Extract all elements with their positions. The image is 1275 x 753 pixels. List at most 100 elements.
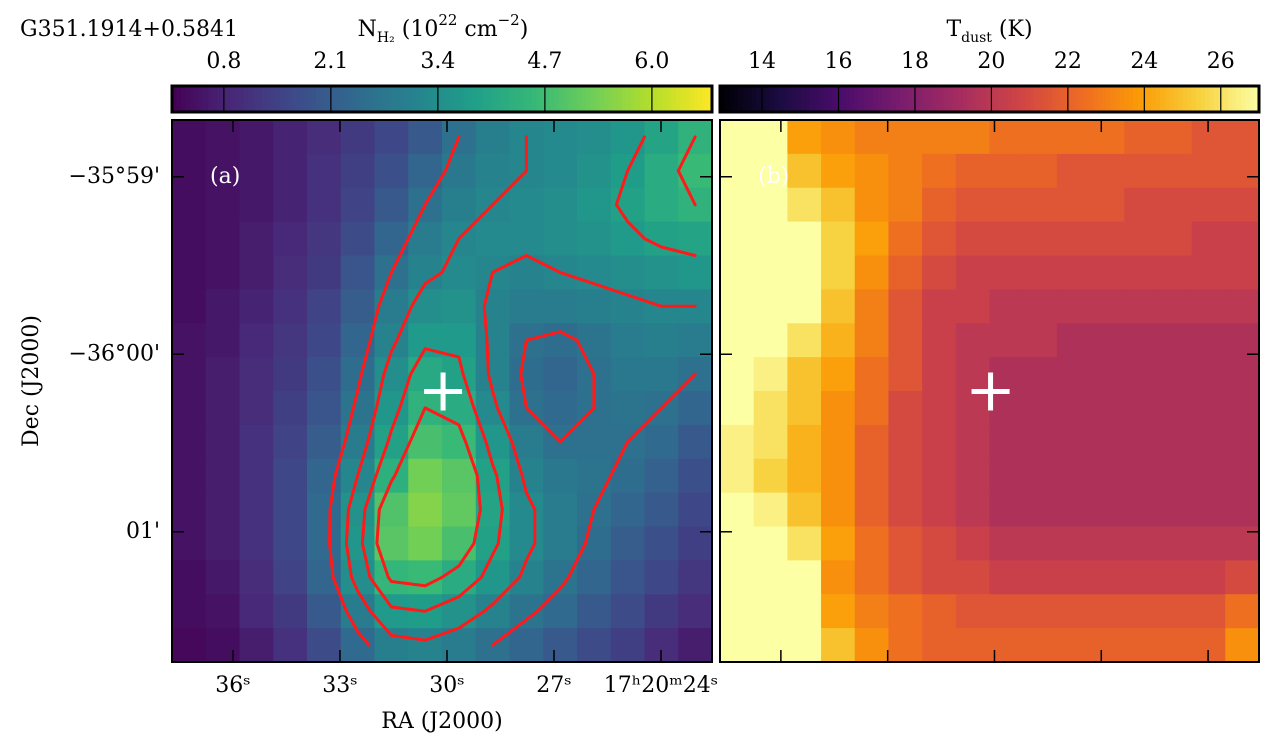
colorbar-step [266,86,272,112]
heatmap-cell [543,357,578,392]
colorbar-step [581,86,587,112]
heatmap-cell [307,526,342,561]
contour [360,135,697,613]
heatmap-cell [239,255,274,290]
colorbar-step [469,86,475,112]
colorbar-step [832,86,838,112]
colorbar-step [325,86,331,112]
heatmap-cell [720,357,755,392]
heatmap-cell [821,187,856,223]
colorbar-frame [718,84,1261,114]
heatmap-cell [888,120,923,155]
heatmap-cell [854,424,889,460]
heatmap-cell [1157,492,1193,527]
colorbar-step [841,86,847,112]
colorbar-step [532,86,538,112]
heatmap-cell [821,560,856,595]
heatmap-cell [787,628,822,663]
heatmap-cell [1056,628,1092,663]
heatmap-cell [678,492,713,527]
heatmap-cell [854,594,889,629]
colorbar-step [823,86,829,112]
contour [328,135,697,647]
heatmap-cell [678,391,713,426]
colorbar-step [1254,86,1260,112]
colorbar-step [1182,86,1188,112]
colorbar-step [944,86,950,112]
heatmap-cell [1191,391,1226,426]
colorbar-step [1061,86,1067,112]
colorbar-step [595,86,601,112]
colorbar-step [1092,86,1098,112]
heatmap-cell [1056,153,1092,189]
colorbar-step [872,86,878,112]
heatmap-cell [787,526,822,561]
heatmap-cell [340,391,375,426]
heatmap-cell [888,628,923,663]
heatmap-cell [307,357,342,392]
colorbar-step [347,86,353,112]
heatmap-cell [955,492,990,527]
heatmap-cell [720,187,755,223]
heatmap-cell [1023,187,1058,223]
colorbar-tick-label: 6.0 [634,49,669,74]
heatmap-cell [340,289,375,324]
colorbar-step [967,86,973,112]
heatmap-cell [205,391,240,426]
heatmap-cell [273,560,308,595]
colorbar-step [568,86,574,112]
colorbar-step [998,86,1004,112]
heatmap-cell [955,221,990,256]
heatmap-cell [1225,458,1260,494]
colorbar-label-part: −2 [498,11,520,29]
heatmap-cell [1124,391,1159,426]
heatmap-cell [610,628,645,663]
colorbar-step [415,86,421,112]
colorbar-step [809,86,815,112]
colorbar-step [455,86,461,112]
heatmap-cell [678,458,713,494]
heatmap-cell [1124,560,1159,595]
heatmap-cell [1191,187,1226,223]
colorbar-step [881,86,887,112]
heatmap-cell [1191,560,1226,595]
colorbar-step [329,86,335,112]
colorbar-step [1083,86,1089,112]
colorbar-step [1205,86,1211,112]
colorbar-step [1209,86,1215,112]
heatmap-cell [1124,221,1159,256]
heatmap-cell [821,391,856,426]
heatmap-cell [922,221,957,256]
heatmap-cell [1023,458,1058,494]
heatmap-cell [1225,120,1260,155]
heatmap-cell [678,560,713,595]
heatmap-cell [720,594,755,629]
colorbar-step [1164,86,1170,112]
colorbar-step [1124,86,1130,112]
heatmap-cell [1056,187,1092,223]
colorbar-step [850,86,856,112]
heatmap-cell [989,424,1024,460]
heatmap-cell [172,120,207,155]
colorbar-step [172,86,178,112]
colorbar-step [464,86,470,112]
colorbar-step [662,86,668,112]
heatmap-cell [753,323,788,358]
colorbar-step [307,86,313,112]
heatmap-cell [989,323,1024,358]
heatmap-cell [205,255,240,290]
heatmap-cell [854,323,889,358]
heatmap-cell [1090,221,1125,256]
heatmap-cell [1124,357,1159,392]
heatmap-cell [172,153,207,189]
panel-frame [171,119,713,663]
colorbar-step [1011,86,1018,112]
heatmap-cell [239,560,274,595]
heatmap-cell [1157,120,1193,155]
colorbar-step [226,86,232,112]
heatmap-cell [239,492,274,527]
colorbar-step [374,86,380,112]
heatmap-cell [753,492,788,527]
colorbar-step [302,86,308,112]
